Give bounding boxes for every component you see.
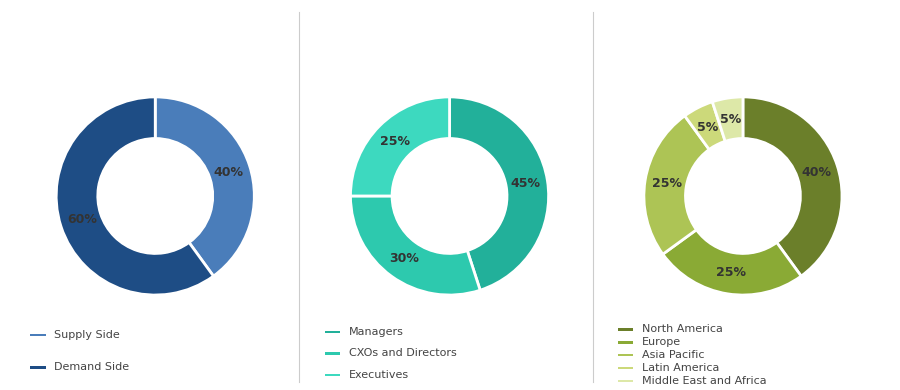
FancyBboxPatch shape bbox=[31, 334, 46, 337]
Text: 45%: 45% bbox=[511, 177, 541, 190]
FancyBboxPatch shape bbox=[618, 379, 634, 382]
Text: 30%: 30% bbox=[389, 252, 419, 265]
Text: 5%: 5% bbox=[720, 113, 742, 126]
FancyBboxPatch shape bbox=[618, 367, 634, 369]
FancyBboxPatch shape bbox=[325, 331, 340, 333]
Text: INTERVIEWS, BY REGION: INTERVIEWS, BY REGION bbox=[662, 28, 824, 41]
FancyBboxPatch shape bbox=[618, 328, 634, 331]
FancyBboxPatch shape bbox=[31, 366, 46, 369]
Text: Executives: Executives bbox=[348, 370, 409, 380]
Text: Supply Side: Supply Side bbox=[54, 330, 120, 340]
Text: North America: North America bbox=[642, 324, 723, 334]
FancyBboxPatch shape bbox=[618, 354, 634, 356]
Text: INTERVIEWS,
BY DESIGNATION (SUPPLY SIDE): INTERVIEWS, BY DESIGNATION (SUPPLY SIDE) bbox=[344, 19, 555, 49]
Wedge shape bbox=[449, 97, 549, 290]
Text: Demand Side: Demand Side bbox=[54, 362, 130, 372]
Wedge shape bbox=[350, 196, 481, 295]
Wedge shape bbox=[155, 97, 255, 276]
Text: 40%: 40% bbox=[801, 166, 832, 179]
Circle shape bbox=[98, 138, 212, 254]
FancyBboxPatch shape bbox=[325, 374, 340, 376]
Text: CXOs and Directors: CXOs and Directors bbox=[348, 348, 456, 358]
Wedge shape bbox=[662, 230, 801, 295]
Text: 40%: 40% bbox=[213, 166, 244, 179]
FancyBboxPatch shape bbox=[618, 341, 634, 344]
Wedge shape bbox=[350, 97, 450, 196]
Text: Asia Pacific: Asia Pacific bbox=[642, 350, 705, 360]
Text: Latin America: Latin America bbox=[642, 363, 719, 373]
Text: 5%: 5% bbox=[698, 121, 718, 134]
Text: 25%: 25% bbox=[380, 135, 410, 148]
Circle shape bbox=[392, 138, 507, 254]
Text: INTERVIEWS, BY RESPONDENT: INTERVIEWS, BY RESPONDENT bbox=[54, 28, 256, 41]
Circle shape bbox=[686, 138, 800, 254]
Wedge shape bbox=[56, 97, 213, 295]
Text: Middle East and Africa: Middle East and Africa bbox=[642, 376, 767, 386]
Text: Managers: Managers bbox=[348, 327, 403, 337]
FancyBboxPatch shape bbox=[325, 352, 340, 355]
Text: 60%: 60% bbox=[67, 213, 96, 226]
Text: 25%: 25% bbox=[716, 266, 746, 279]
Text: Europe: Europe bbox=[642, 337, 681, 347]
Text: 25%: 25% bbox=[652, 177, 681, 190]
Wedge shape bbox=[685, 102, 725, 149]
Wedge shape bbox=[742, 97, 842, 276]
Wedge shape bbox=[644, 116, 709, 254]
Wedge shape bbox=[712, 97, 743, 141]
